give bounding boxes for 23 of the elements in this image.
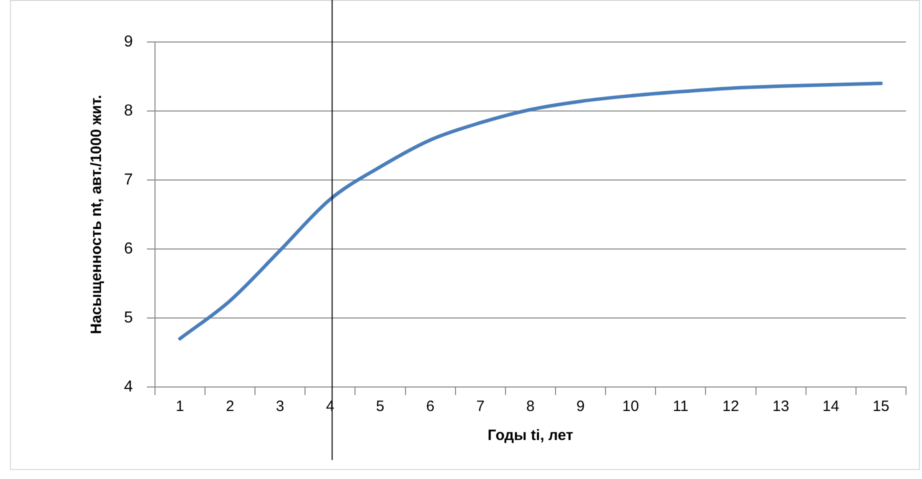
x-tick-label: 12 xyxy=(722,398,740,416)
y-axis-title: Насыщенность nt, авт./1000 жит. xyxy=(88,94,106,334)
x-tick-label: 2 xyxy=(226,398,234,416)
x-tick-label: 7 xyxy=(476,398,485,416)
y-tick-label: 8 xyxy=(124,102,133,120)
x-axis-title: Годы ti, лет xyxy=(488,427,574,444)
x-tick-label: 10 xyxy=(622,398,639,416)
x-tick-label: 6 xyxy=(426,398,434,416)
x-tick-label: 13 xyxy=(772,398,790,416)
y-tick-label: 5 xyxy=(124,309,133,326)
y-tick-label: 6 xyxy=(124,240,133,258)
x-tick-label: 1 xyxy=(176,398,184,416)
x-tick-label: 3 xyxy=(276,398,284,416)
x-tick-label: 8 xyxy=(526,398,535,416)
y-tick-label: 4 xyxy=(124,378,133,396)
line-series xyxy=(178,82,883,340)
x-tick-label: 11 xyxy=(672,398,688,416)
x-tick-label: 14 xyxy=(822,398,840,416)
y-tick-label: 9 xyxy=(124,33,133,50)
x-tick-label: 9 xyxy=(576,398,585,416)
x-tick-label: 5 xyxy=(376,398,384,416)
y-tick-label: 7 xyxy=(124,171,133,188)
x-tick-label: 15 xyxy=(872,398,890,416)
